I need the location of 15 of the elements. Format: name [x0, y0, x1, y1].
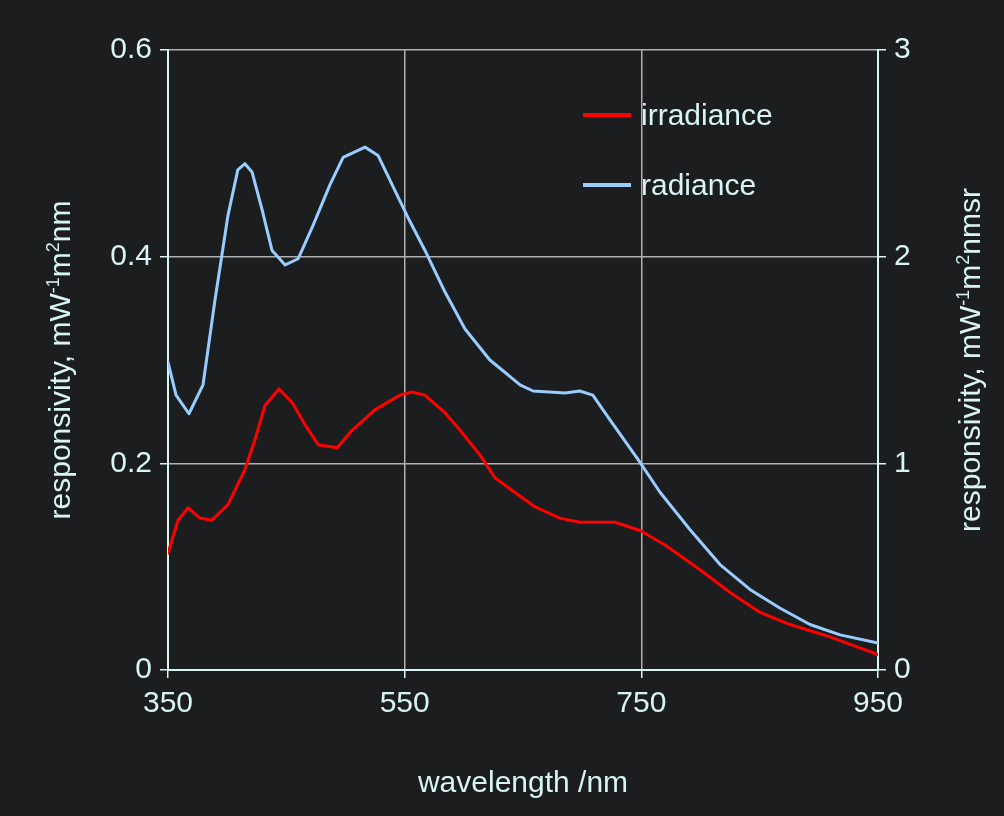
x-tick-label: 550: [379, 685, 430, 719]
x-axis-title: wavelength /nm: [417, 765, 629, 799]
x-tick-label: 950: [852, 685, 904, 719]
y-tick-label: 0.4: [110, 237, 152, 271]
y-tick-label: 0.6: [110, 31, 152, 65]
y2-tick-label: 2: [894, 237, 911, 271]
y2-tick-label: 0: [894, 651, 911, 685]
y-tick-label: 0.2: [110, 444, 152, 478]
y2-tick-label: 1: [894, 444, 911, 478]
legend-label: radiance: [641, 168, 757, 202]
y2-tick-label: 3: [894, 31, 911, 65]
x-tick-label: 750: [616, 685, 667, 719]
x-tick-label: 350: [142, 685, 194, 719]
legend-label: irradiance: [641, 98, 773, 132]
y-tick-label: 0: [135, 651, 152, 685]
